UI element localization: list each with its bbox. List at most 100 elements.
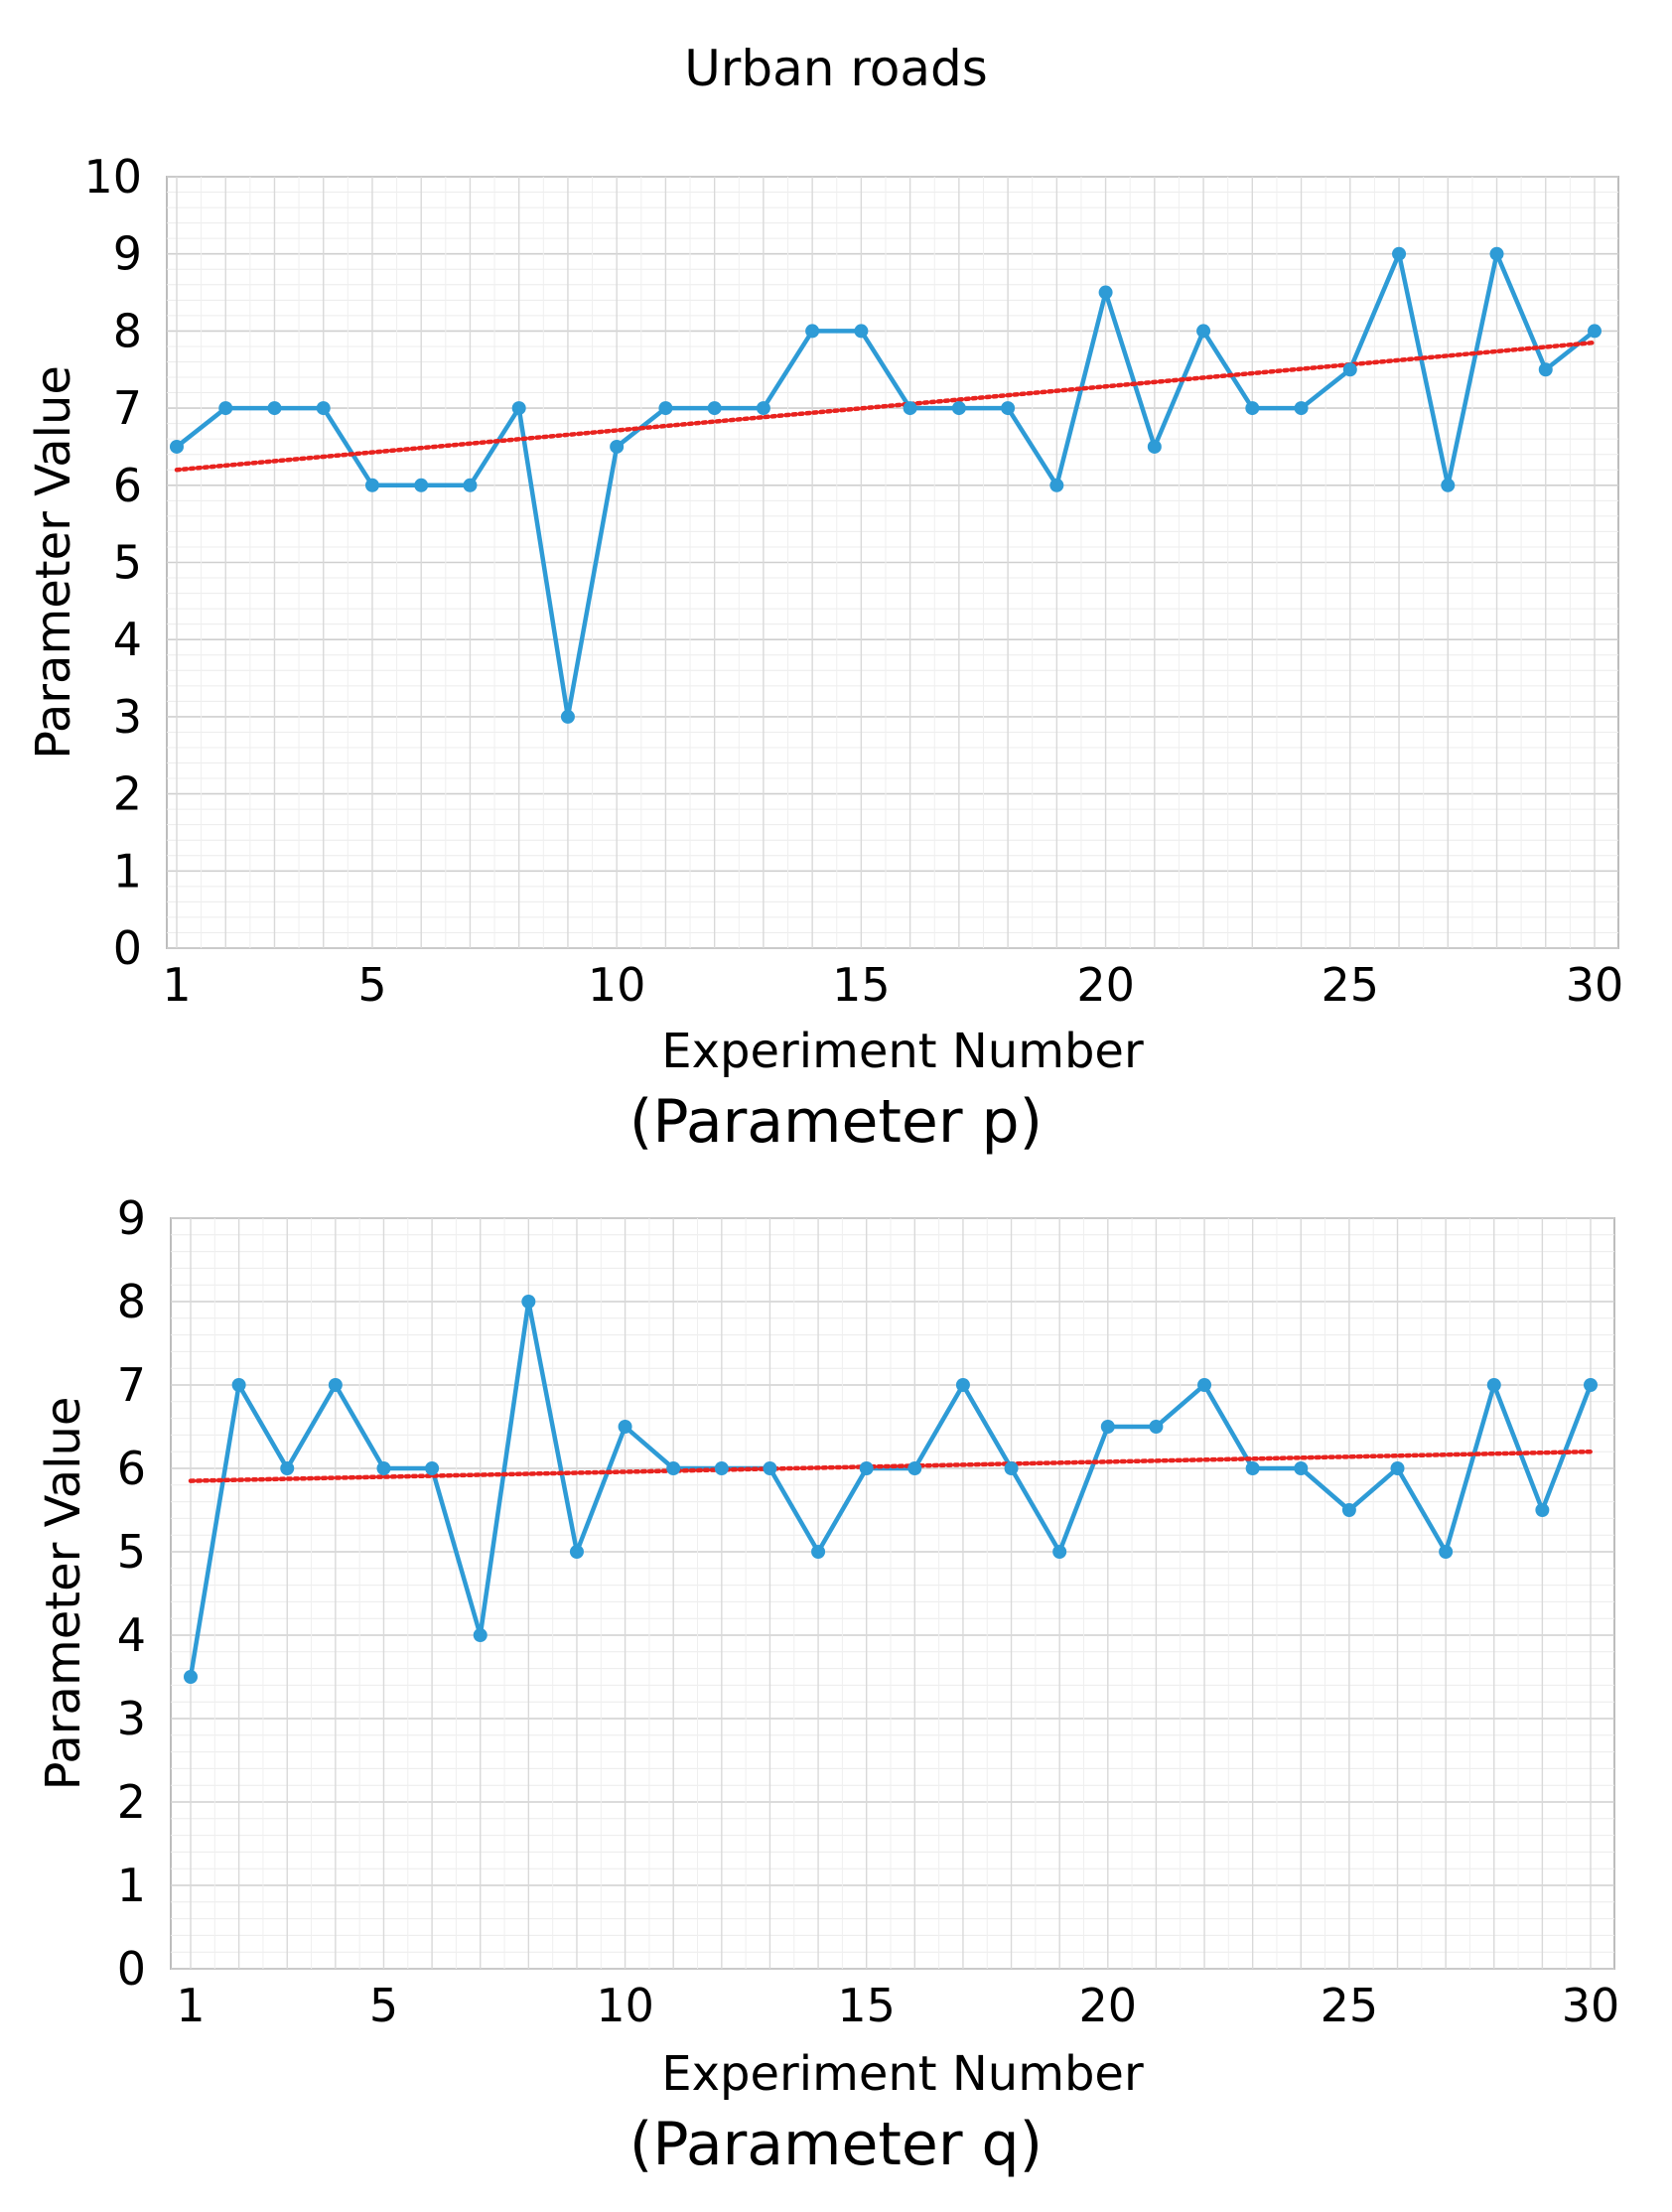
chart-title: Urban roads [684, 40, 988, 97]
data-point [1147, 439, 1162, 454]
data-point [1052, 1545, 1067, 1559]
x-tick-label: 5 [369, 1979, 398, 2032]
data-point [364, 478, 379, 492]
data-point [1342, 362, 1357, 377]
caption-parameter-q: (Parameter q) [628, 2110, 1044, 2179]
data-point [1245, 1461, 1260, 1475]
data-point [951, 401, 966, 416]
data-point [511, 401, 526, 416]
data-point [328, 1378, 343, 1392]
y-tick-label: 0 [113, 921, 142, 975]
y-tick-label: 1 [117, 1859, 146, 1912]
y-tick-label: 4 [113, 613, 142, 666]
y-axis-title: Parameter Value [36, 1397, 91, 1791]
y-tick-label: 5 [113, 536, 142, 590]
data-point [267, 401, 282, 416]
data-point [1197, 1378, 1212, 1392]
data-point [316, 401, 331, 416]
data-point [1196, 324, 1211, 339]
x-tick-label: 30 [1566, 958, 1624, 1012]
data-point [658, 401, 673, 416]
x-axis-title: Experiment Number [661, 1024, 1144, 1079]
data-point [1390, 1461, 1405, 1475]
data-point [1584, 1378, 1598, 1392]
y-tick-label: 9 [117, 1191, 146, 1245]
data-point [805, 324, 820, 339]
data-point [231, 1378, 246, 1392]
data-point [859, 1461, 874, 1475]
data-point [1294, 401, 1309, 416]
data-point [854, 324, 869, 339]
data-point [425, 1461, 440, 1475]
x-tick-label: 15 [832, 958, 891, 1012]
x-tick-label: 25 [1321, 1979, 1379, 2032]
y-tick-label: 6 [113, 459, 142, 512]
data-point [414, 478, 429, 492]
y-tick-label: 3 [117, 1692, 146, 1745]
x-tick-label: 10 [596, 1979, 654, 2032]
x-tick-label: 30 [1562, 1979, 1620, 2032]
y-tick-label: 0 [117, 1942, 146, 1996]
y-tick-label: 8 [117, 1275, 146, 1328]
y-tick-label: 8 [113, 304, 142, 357]
data-point [569, 1545, 584, 1559]
y-tick-label: 1 [113, 844, 142, 898]
y-tick-label: 10 [83, 150, 142, 204]
y-tick-label: 7 [113, 381, 142, 435]
data-point [714, 1461, 729, 1475]
y-tick-label: 6 [117, 1442, 146, 1495]
x-axis-title: Experiment Number [661, 2046, 1144, 2102]
data-point [955, 1378, 970, 1392]
series-line [175, 251, 1597, 720]
caption-parameter-p: (Parameter p) [628, 1087, 1044, 1157]
data-point [903, 401, 917, 416]
data-point [1245, 401, 1260, 416]
data-point [1001, 401, 1016, 416]
data-point [218, 401, 233, 416]
x-tick-label: 15 [837, 1979, 896, 2032]
data-point [1441, 478, 1456, 492]
y-tick-label: 2 [113, 767, 142, 821]
data-point [1486, 1378, 1501, 1392]
trendline [174, 340, 1598, 473]
data-point [170, 439, 184, 454]
data-point [1588, 324, 1602, 339]
data-point [610, 439, 625, 454]
series-line [188, 1299, 1594, 1678]
data-point [521, 1295, 536, 1309]
data-point [1341, 1503, 1356, 1517]
y-tick-label: 2 [117, 1775, 146, 1829]
x-tick-label: 20 [1076, 958, 1135, 1012]
y-tick-label: 3 [113, 690, 142, 744]
x-tick-label: 1 [176, 1979, 205, 2032]
data-point [376, 1461, 391, 1475]
trendline [188, 1449, 1594, 1483]
x-tick-label: 5 [357, 958, 386, 1012]
data-point [1004, 1461, 1019, 1475]
x-tick-label: 25 [1322, 958, 1380, 1012]
y-axis-title: Parameter Value [26, 365, 81, 760]
y-tick-label: 4 [117, 1608, 146, 1662]
data-point [1535, 1503, 1550, 1517]
y-tick-label: 7 [117, 1358, 146, 1412]
data-point [666, 1461, 681, 1475]
data-point [707, 401, 722, 416]
data-point [280, 1461, 295, 1475]
data-point [1049, 478, 1064, 492]
data-point [1100, 1420, 1115, 1434]
data-point [811, 1545, 826, 1559]
data-point [1439, 1545, 1454, 1559]
data-point [463, 478, 478, 492]
data-point [618, 1420, 632, 1434]
data-point [756, 401, 770, 416]
x-tick-label: 1 [162, 958, 191, 1012]
data-point [1538, 362, 1553, 377]
x-tick-label: 20 [1079, 1979, 1138, 2032]
data-point [560, 709, 575, 724]
data-point [184, 1670, 198, 1684]
y-tick-label: 9 [113, 227, 142, 281]
data-point [1149, 1420, 1164, 1434]
data-point [1294, 1461, 1309, 1475]
